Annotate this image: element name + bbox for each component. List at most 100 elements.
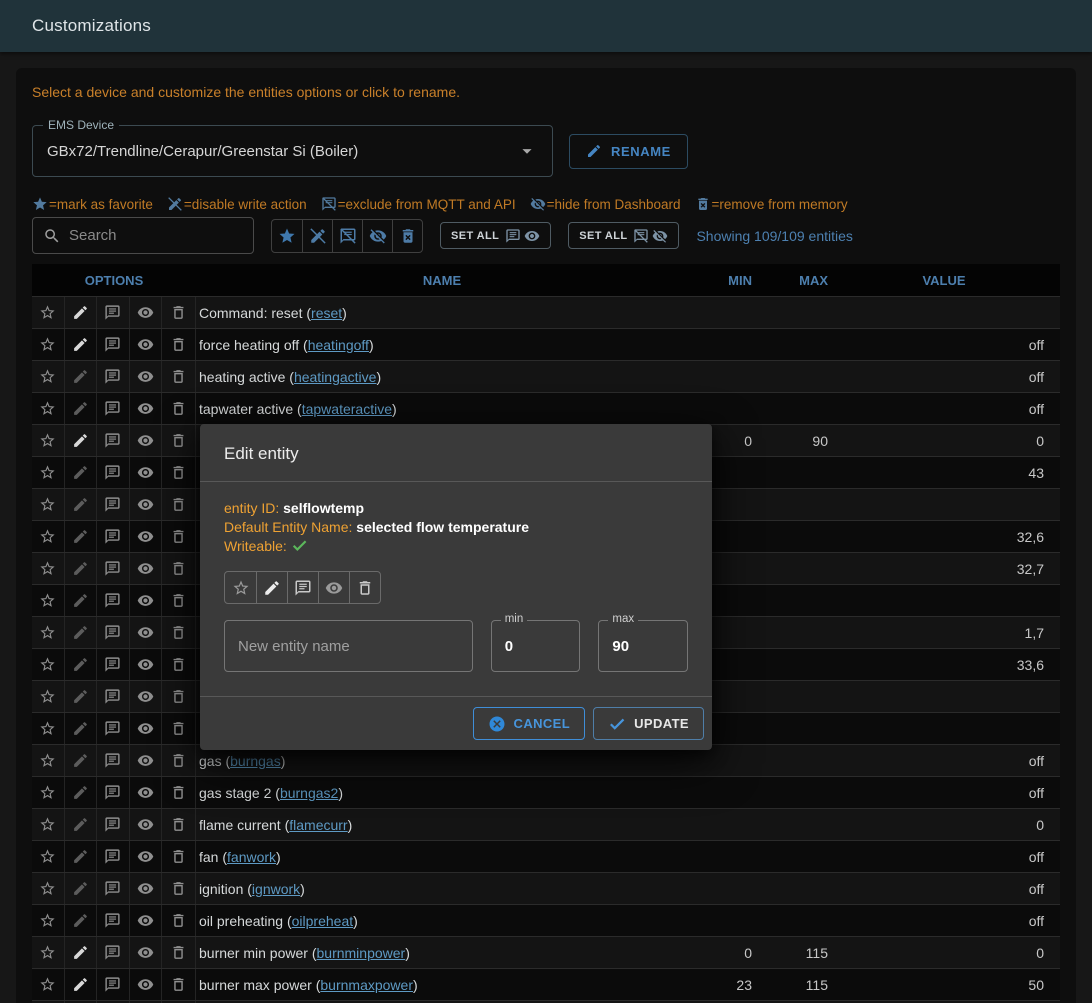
table-row[interactable]: Command: reset (reset) bbox=[32, 296, 1060, 328]
visibility-toggle[interactable] bbox=[130, 745, 162, 776]
delete-toggle[interactable] bbox=[162, 873, 195, 904]
favorite-toggle[interactable] bbox=[32, 809, 65, 840]
visibility-toggle[interactable] bbox=[130, 1001, 162, 1003]
mqtt-exclude-toggle[interactable] bbox=[97, 713, 130, 744]
mqtt-exclude-toggle[interactable] bbox=[97, 297, 130, 328]
visibility-toggle[interactable] bbox=[130, 969, 162, 1000]
mqtt-exclude-toggle[interactable] bbox=[97, 553, 130, 584]
favorite-toggle[interactable] bbox=[225, 572, 256, 603]
ems-device-select[interactable]: EMS Device GBx72/Trendline/Cerapur/Green… bbox=[32, 118, 553, 177]
write-toggle[interactable] bbox=[65, 1001, 97, 1003]
mqtt-exclude-toggle[interactable] bbox=[97, 617, 130, 648]
entity-id-link[interactable]: burnmaxpower bbox=[320, 976, 413, 993]
visibility-toggle[interactable] bbox=[130, 457, 162, 488]
favorite-toggle[interactable] bbox=[32, 681, 65, 712]
table-row[interactable]: tapwater active (tapwateractive) off bbox=[32, 392, 1060, 424]
visibility-toggle[interactable] bbox=[130, 521, 162, 552]
write-toggle[interactable] bbox=[65, 937, 97, 968]
search-input[interactable] bbox=[69, 227, 243, 244]
mqtt-exclude-toggle[interactable] bbox=[97, 361, 130, 392]
delete-toggle[interactable] bbox=[162, 681, 195, 712]
favorite-toggle[interactable] bbox=[32, 393, 65, 424]
delete-toggle[interactable] bbox=[162, 489, 195, 520]
write-toggle[interactable] bbox=[65, 457, 97, 488]
table-row[interactable]: fan (fanwork) off bbox=[32, 840, 1060, 872]
favorite-toggle[interactable] bbox=[32, 1001, 65, 1003]
rename-button[interactable]: RENAME bbox=[569, 133, 688, 169]
update-button[interactable]: UPDATE bbox=[593, 707, 704, 740]
visibility-toggle[interactable] bbox=[130, 937, 162, 968]
filter-hide-dashboard-button[interactable] bbox=[362, 219, 392, 252]
min-input[interactable] bbox=[504, 637, 567, 655]
write-toggle[interactable] bbox=[65, 585, 97, 616]
entity-id-link[interactable]: oilpreheat bbox=[291, 912, 354, 929]
delete-toggle[interactable] bbox=[162, 457, 195, 488]
table-row[interactable]: oil preheating (oilpreheat) off bbox=[32, 904, 1060, 936]
delete-toggle[interactable] bbox=[162, 617, 195, 648]
write-toggle[interactable] bbox=[65, 745, 97, 776]
visibility-toggle[interactable] bbox=[130, 361, 162, 392]
visibility-toggle[interactable] bbox=[130, 297, 162, 328]
write-toggle[interactable] bbox=[65, 873, 97, 904]
table-row[interactable]: flame current (flamecurr) 0 bbox=[32, 808, 1060, 840]
write-toggle[interactable] bbox=[65, 521, 97, 552]
entity-id-link[interactable]: heatingoff bbox=[307, 336, 369, 353]
mqtt-exclude-toggle[interactable] bbox=[97, 841, 130, 872]
filter-remove-memory-button[interactable] bbox=[392, 219, 422, 252]
write-toggle[interactable] bbox=[65, 649, 97, 680]
write-toggle[interactable] bbox=[65, 969, 97, 1000]
delete-toggle[interactable] bbox=[162, 905, 195, 936]
visibility-toggle[interactable] bbox=[130, 489, 162, 520]
favorite-toggle[interactable] bbox=[32, 713, 65, 744]
delete-toggle[interactable] bbox=[162, 297, 195, 328]
delete-toggle[interactable] bbox=[162, 777, 195, 808]
mqtt-exclude-toggle[interactable] bbox=[97, 745, 130, 776]
set-all-enable-button[interactable]: SET ALL bbox=[440, 222, 552, 249]
delete-toggle[interactable] bbox=[162, 745, 195, 776]
write-toggle[interactable] bbox=[65, 905, 97, 936]
table-row[interactable]: burner max power (burnmaxpower) 23 115 5… bbox=[32, 968, 1060, 1000]
delete-toggle[interactable] bbox=[162, 361, 195, 392]
mqtt-exclude-toggle[interactable] bbox=[97, 393, 130, 424]
write-toggle[interactable] bbox=[65, 617, 97, 648]
mqtt-exclude-toggle[interactable] bbox=[97, 649, 130, 680]
mqtt-exclude-toggle[interactable] bbox=[97, 425, 130, 456]
mqtt-exclude-toggle[interactable] bbox=[287, 572, 318, 603]
favorite-toggle[interactable] bbox=[32, 841, 65, 872]
visibility-toggle[interactable] bbox=[130, 329, 162, 360]
visibility-toggle[interactable] bbox=[318, 572, 349, 603]
favorite-toggle[interactable] bbox=[32, 585, 65, 616]
write-toggle[interactable] bbox=[65, 809, 97, 840]
favorite-toggle[interactable] bbox=[32, 521, 65, 552]
delete-toggle[interactable] bbox=[162, 553, 195, 584]
visibility-toggle[interactable] bbox=[130, 393, 162, 424]
write-toggle[interactable] bbox=[65, 489, 97, 520]
favorite-toggle[interactable] bbox=[32, 425, 65, 456]
delete-toggle[interactable] bbox=[349, 572, 380, 603]
filter-favorite-button[interactable] bbox=[272, 220, 302, 252]
delete-toggle[interactable] bbox=[162, 329, 195, 360]
delete-toggle[interactable] bbox=[162, 809, 195, 840]
favorite-toggle[interactable] bbox=[32, 297, 65, 328]
delete-toggle[interactable] bbox=[162, 585, 195, 616]
favorite-toggle[interactable] bbox=[32, 905, 65, 936]
write-toggle[interactable] bbox=[65, 297, 97, 328]
entity-id-link[interactable]: reset bbox=[311, 304, 343, 321]
write-toggle[interactable] bbox=[65, 841, 97, 872]
visibility-toggle[interactable] bbox=[130, 649, 162, 680]
write-toggle[interactable] bbox=[256, 572, 287, 603]
visibility-toggle[interactable] bbox=[130, 777, 162, 808]
visibility-toggle[interactable] bbox=[130, 617, 162, 648]
visibility-toggle[interactable] bbox=[130, 713, 162, 744]
table-row[interactable]: burner min power (burnminpower) 0 115 0 bbox=[32, 936, 1060, 968]
table-row[interactable]: ignition (ignwork) off bbox=[32, 872, 1060, 904]
entity-id-link[interactable]: tapwateractive bbox=[301, 400, 392, 417]
entity-id-link[interactable]: fanwork bbox=[227, 848, 277, 865]
entity-id-link[interactable]: burngas bbox=[230, 752, 281, 769]
write-toggle[interactable] bbox=[65, 681, 97, 712]
entity-id-link[interactable]: burngas2 bbox=[279, 784, 339, 801]
mqtt-exclude-toggle[interactable] bbox=[97, 681, 130, 712]
favorite-toggle[interactable] bbox=[32, 969, 65, 1000]
visibility-toggle[interactable] bbox=[130, 425, 162, 456]
table-row[interactable]: heating active (heatingactive) off bbox=[32, 360, 1060, 392]
